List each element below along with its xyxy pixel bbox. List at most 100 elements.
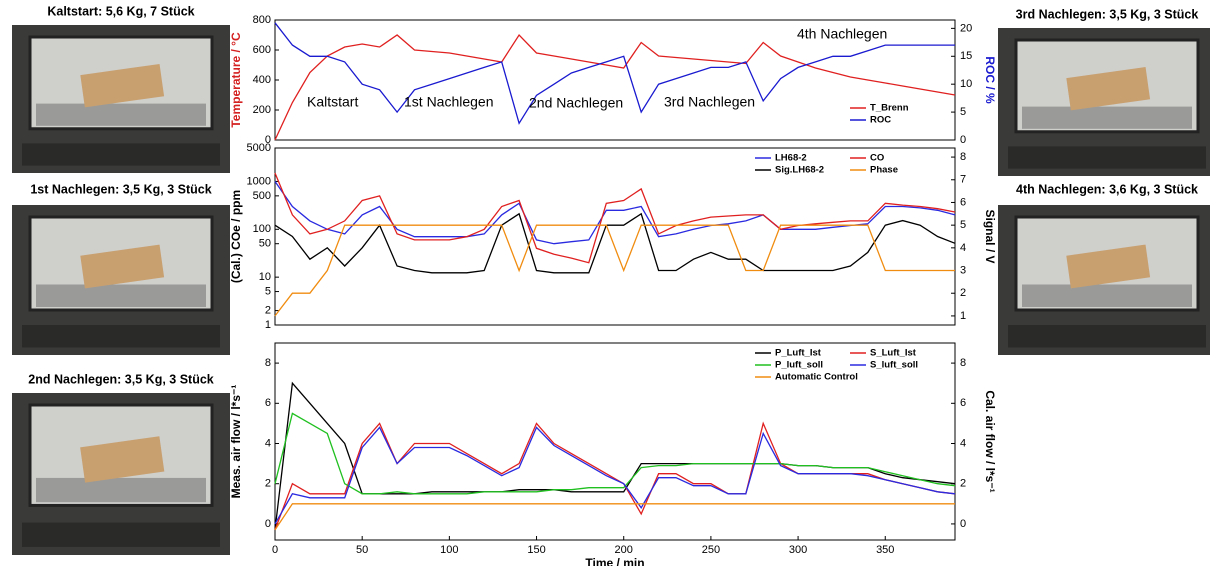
legend-label: P_luft_soll [775,360,823,371]
y-tick-label: 100 [253,223,271,235]
log [80,436,165,483]
legend-label: Automatic Control [775,372,858,383]
series-line [274,172,956,264]
series-line [274,181,956,245]
stove-base [1008,325,1206,348]
annotation: 4th Nachlegen [797,26,887,42]
x-tick-label: 250 [702,544,720,556]
y-tick-label: 800 [253,14,271,26]
y2-axis-label: Signal / V [983,209,997,263]
y-tick-label: 8 [265,357,271,369]
x-tick-label: 100 [440,544,458,556]
y2-tick-label: 6 [960,196,966,208]
y-tick-label: 0 [265,518,271,530]
photo-caption: 4th Nachlegen: 3,6 Kg, 3 Stück [1016,182,1198,196]
y-tick-label: 2 [265,478,271,490]
y-axis-label: Meas. air flow / l*s⁻¹ [229,385,243,499]
y2-tick-label: 4 [960,437,966,449]
stove-bed [36,477,206,503]
y-tick-label: 1 [265,319,271,331]
y-tick-label: 5000 [247,142,271,154]
y2-tick-label: 2 [960,287,966,299]
series-line [274,22,955,125]
y-tick-label: 0 [265,134,271,146]
x-tick-label: 150 [527,544,545,556]
legend-label: LH68-2 [775,153,807,164]
y2-tick-label: 20 [960,22,972,34]
series-line [274,426,956,525]
legend-label: Sig.LH68-2 [775,165,824,176]
y-axis-label: (Cal.) COe / ppm [229,190,243,283]
y2-tick-label: 1 [960,310,966,322]
series-line [274,224,955,317]
y2-tick-label: 6 [960,397,966,409]
annotation: 2nd Nachlegen [529,95,623,111]
series-line [274,412,956,495]
photo-caption: Kaltstart: 5,6 Kg, 7 Stück [47,4,194,18]
legend-label: T_Brenn [870,103,909,114]
y-tick-label: 2 [265,305,271,317]
legend-label: P_Luft_Ist [775,348,822,359]
stove-bed [36,284,206,307]
y-tick-label: 500 [253,190,271,202]
x-axis-label: Time / min [585,556,644,566]
x-tick-label: 0 [272,544,278,556]
photo-caption: 3rd Nachlegen: 3,5 Kg, 3 Stück [1016,7,1199,21]
y2-tick-label: 15 [960,50,972,62]
y2-tick-label: 8 [960,357,966,369]
series-line [274,503,955,531]
photo-caption: 2nd Nachlegen: 3,5 Kg, 3 Stück [28,372,214,386]
y2-tick-label: 0 [960,134,966,146]
legend-label: ROC [870,115,891,126]
y-tick-label: 200 [253,104,271,116]
legend-label: CO [870,153,884,164]
y-tick-label: 600 [253,44,271,56]
stove-bed [1022,284,1192,307]
series-line [274,212,956,274]
y-tick-label: 5 [265,285,271,297]
annotation: 3rd Nachlegen [664,94,755,110]
stove-base [22,522,220,547]
stove-bed [1022,106,1192,129]
log [80,244,165,289]
y2-axis-label: Cal. air flow / l*s⁻¹ [983,390,997,492]
y2-tick-label: 7 [960,174,966,186]
y-tick-label: 50 [259,238,271,250]
y-tick-label: 400 [253,74,271,86]
annotation: 1st Nachlegen [404,94,494,110]
y2-tick-label: 3 [960,264,966,276]
y-axis-label: Temperature / °C [229,32,243,128]
series-line [274,421,956,531]
y2-tick-label: 5 [960,106,966,118]
legend-label: S_luft_soll [870,360,918,371]
y2-tick-label: 2 [960,478,966,490]
y-tick-label: 1000 [247,175,271,187]
y-tick-label: 10 [259,271,271,283]
y2-tick-label: 4 [960,242,966,254]
log [1066,66,1151,111]
annotation: Kaltstart [307,94,358,110]
photo-caption: 1st Nachlegen: 3,5 Kg, 3 Stück [30,182,211,196]
stove-bed [36,103,206,126]
y-tick-label: 4 [265,437,271,449]
legend-label: S_Luft_Ist [870,348,917,359]
stove-base [22,143,220,166]
log [1066,244,1151,289]
y-tick-label: 6 [265,397,271,409]
stove-base [22,325,220,348]
log [80,63,165,108]
plot-frame [274,342,956,541]
y2-tick-label: 10 [960,78,972,90]
y2-axis-label: ROC / % [983,56,997,104]
plot-frame [274,147,956,326]
x-tick-label: 200 [615,544,633,556]
y2-tick-label: 5 [960,219,966,231]
x-tick-label: 300 [789,544,807,556]
stove-base [1008,146,1206,169]
series-line [274,33,956,141]
series-line [274,381,956,530]
y2-tick-label: 8 [960,151,966,163]
x-tick-label: 350 [876,544,894,556]
y2-tick-label: 0 [960,518,966,530]
